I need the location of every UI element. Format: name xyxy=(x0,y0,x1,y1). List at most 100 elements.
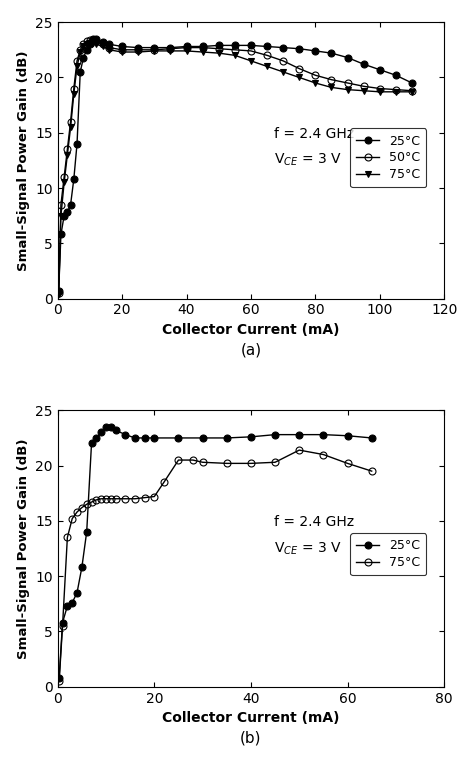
75°C xyxy=(312,78,318,88)
X-axis label: Collector Current (mA): Collector Current (mA) xyxy=(162,711,340,725)
25°C xyxy=(184,42,190,51)
25°C xyxy=(369,433,374,442)
50°C xyxy=(393,85,399,94)
50°C xyxy=(106,43,112,53)
75°C xyxy=(79,503,85,512)
25°C xyxy=(248,432,254,441)
25°C xyxy=(61,211,67,220)
75°C xyxy=(106,45,112,54)
50°C xyxy=(71,84,77,93)
50°C xyxy=(232,45,237,54)
25°C xyxy=(81,53,86,62)
50°C xyxy=(56,288,62,298)
25°C xyxy=(100,37,106,46)
25°C xyxy=(168,43,173,53)
75°C xyxy=(100,42,106,51)
25°C xyxy=(106,40,112,49)
75°C xyxy=(64,150,70,159)
75°C xyxy=(264,62,270,71)
75°C xyxy=(232,51,237,60)
25°C xyxy=(93,433,99,442)
Text: (b): (b) xyxy=(240,731,262,746)
25°C xyxy=(248,41,254,50)
50°C xyxy=(77,45,83,54)
50°C xyxy=(136,45,141,54)
50°C xyxy=(93,37,99,46)
75°C xyxy=(119,47,125,56)
Text: V$_{CE}$ = 3 V: V$_{CE}$ = 3 V xyxy=(274,152,342,168)
25°C xyxy=(93,34,99,43)
25°C xyxy=(64,601,70,610)
50°C xyxy=(100,40,106,49)
50°C xyxy=(68,117,73,126)
25°C xyxy=(122,430,128,439)
50°C xyxy=(119,45,125,54)
25°C xyxy=(84,45,90,54)
75°C xyxy=(136,47,141,56)
75°C xyxy=(296,73,302,82)
75°C xyxy=(142,493,147,502)
Legend: 25°C, 50°C, 75°C: 25°C, 50°C, 75°C xyxy=(350,129,426,187)
25°C xyxy=(98,428,104,437)
25°C xyxy=(200,42,205,51)
25°C xyxy=(89,439,94,448)
75°C xyxy=(248,459,254,468)
75°C xyxy=(74,62,80,71)
50°C xyxy=(264,51,270,60)
75°C xyxy=(361,86,366,95)
25°C xyxy=(216,41,221,50)
25°C xyxy=(79,562,85,572)
50°C xyxy=(74,56,80,65)
75°C xyxy=(90,39,96,48)
25°C xyxy=(345,53,350,62)
75°C xyxy=(176,456,182,465)
75°C xyxy=(409,88,415,97)
75°C xyxy=(190,456,196,465)
75°C xyxy=(81,42,86,51)
50°C xyxy=(87,35,93,44)
25°C xyxy=(280,43,286,53)
75°C xyxy=(161,478,167,487)
25°C xyxy=(296,44,302,53)
Text: V$_{CE}$ = 3 V: V$_{CE}$ = 3 V xyxy=(274,540,342,556)
25°C xyxy=(58,230,64,239)
25°C xyxy=(345,431,350,441)
25°C xyxy=(272,430,278,439)
25°C xyxy=(328,49,334,58)
Line: 75°C: 75°C xyxy=(55,447,375,685)
50°C xyxy=(61,173,67,182)
25°C xyxy=(69,598,75,607)
50°C xyxy=(200,43,205,53)
75°C xyxy=(58,211,64,220)
75°C xyxy=(93,495,99,505)
75°C xyxy=(248,56,254,65)
25°C xyxy=(60,618,65,627)
25°C xyxy=(74,139,80,148)
50°C xyxy=(361,81,366,91)
Y-axis label: Small-Signal Power Gain (dB): Small-Signal Power Gain (dB) xyxy=(17,438,30,659)
25°C xyxy=(136,43,141,53)
75°C xyxy=(272,457,278,466)
75°C xyxy=(84,500,90,509)
25°C xyxy=(64,208,70,217)
25°C xyxy=(377,65,383,75)
75°C xyxy=(68,123,73,132)
50°C xyxy=(84,37,90,46)
75°C xyxy=(132,494,138,503)
25°C xyxy=(132,433,138,442)
75°C xyxy=(345,459,350,468)
25°C xyxy=(176,433,182,442)
75°C xyxy=(393,88,399,97)
75°C xyxy=(98,494,104,503)
50°C xyxy=(168,44,173,53)
25°C xyxy=(312,46,318,56)
Text: f = 2.4 GHz: f = 2.4 GHz xyxy=(274,127,354,142)
Legend: 25°C, 75°C: 25°C, 75°C xyxy=(350,533,426,575)
50°C xyxy=(296,64,302,73)
50°C xyxy=(152,45,157,54)
25°C xyxy=(87,40,93,49)
Text: f = 2.4 GHz: f = 2.4 GHz xyxy=(274,515,354,530)
75°C xyxy=(152,46,157,56)
75°C xyxy=(152,492,157,501)
Line: 25°C: 25°C xyxy=(55,35,415,295)
